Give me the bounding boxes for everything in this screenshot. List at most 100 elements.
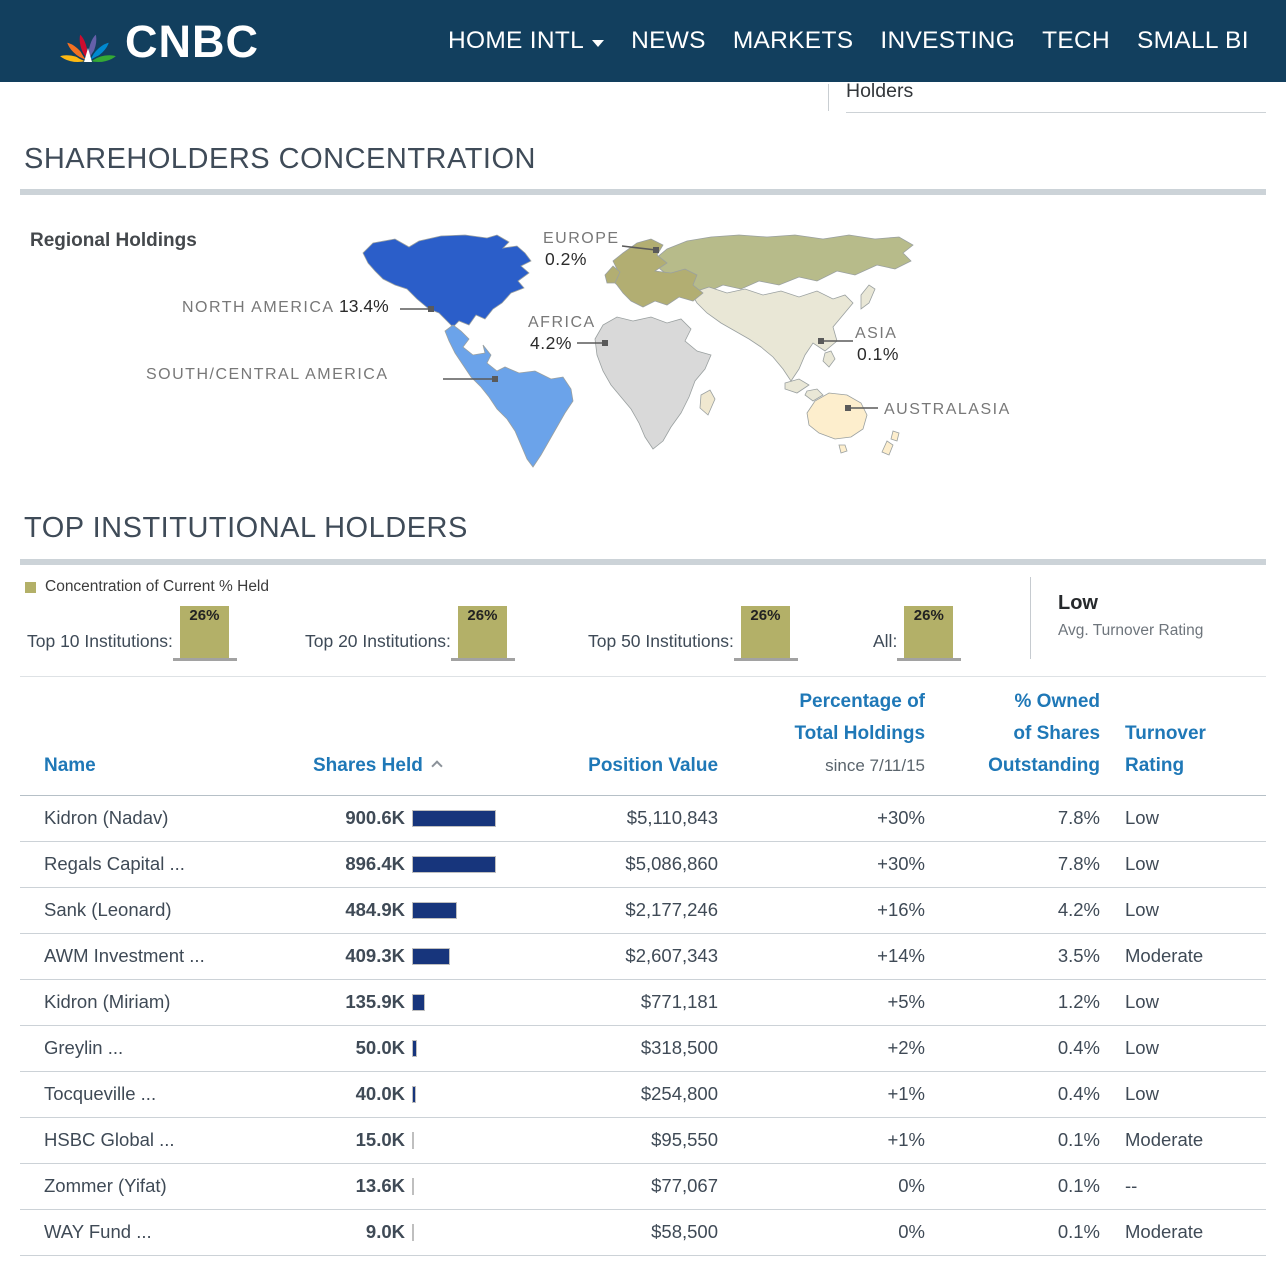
pct-change: +16% [877, 899, 926, 920]
bar-baseline [450, 658, 515, 661]
brand-wordmark: CNBC [125, 15, 259, 67]
table-row: Zommer (Yifat) 13.6K $77,067 0% 0.1% -- [20, 1163, 1267, 1209]
header-shares-held[interactable]: Shares Held [302, 685, 527, 795]
turnover-rating: Low [1125, 853, 1159, 874]
table-row: Sank (Leonard) 484.9K $2,177,246 +16% 4.2% Lo… [20, 887, 1267, 933]
region-label-africa: AFRICA 4.2% [528, 314, 596, 353]
tasmania-shape [838, 444, 848, 454]
header-name[interactable]: Name [44, 755, 96, 777]
madagascar-shape [699, 389, 716, 416]
header-pct-owned[interactable]: % Owned of Shares Outstanding [988, 690, 1101, 777]
africa-shape [594, 316, 712, 450]
shares-held-value: 484.9K [345, 899, 405, 920]
holder-name: AWM Investment ... [44, 945, 205, 966]
shares-held-bar [412, 855, 496, 873]
table-row: WAY Fund ... 9.0K $58,500 0% 0.1% Moderate [20, 1209, 1267, 1255]
nav-item-news[interactable]: NEWS [631, 27, 706, 54]
shares-held-value: 9.0K [365, 1221, 405, 1242]
turnover-rating: Low [1125, 1083, 1159, 1104]
shares-held-value: 15.0K [355, 1129, 405, 1150]
table-row: Kidron (Miriam) 135.9K $771,181 +5% 1.2% Low [20, 979, 1267, 1025]
pct-change: +1% [887, 1129, 926, 1150]
table-header-row: Name Shares Held Position Value Percenta… [20, 685, 1267, 795]
concentration-bar-all: 26% [904, 606, 954, 658]
header-position-value[interactable]: Position Value [588, 755, 719, 777]
turnover-rating: Moderate [1125, 1129, 1204, 1150]
strip-bottom-border [20, 676, 1266, 677]
pct-owned: 0.4% [1057, 1037, 1101, 1058]
concentration-bar-top50: 26% [740, 606, 790, 658]
turnover-rating: -- [1125, 1175, 1138, 1196]
table-row: Kidron (Nadav) 900.6K $5,110,843 +30% 7.8% Lo… [20, 795, 1266, 841]
holder-name: Zommer (Yifat) [44, 1175, 167, 1196]
nav-item-investing[interactable]: INVESTING [880, 27, 1016, 54]
region-label-europe: EUROPE 0.2% [543, 230, 620, 269]
concentration-bar-top10: 26% [179, 606, 229, 658]
concentration-top20: Top 20 Institutions: 26% [305, 600, 515, 661]
section-divider-2 [20, 559, 1266, 565]
pct-change: +2% [887, 1037, 926, 1058]
shares-held-bar [412, 901, 457, 919]
table-row: AWM Investment ... 409.3K $2,607,343 +14% 3.… [20, 933, 1267, 979]
cnbc-logo[interactable]: CNBC [60, 13, 259, 69]
legend-label: Concentration of Current % Held [45, 578, 270, 595]
region-label-asia: ASIA 0.1% [855, 325, 899, 364]
holder-name: WAY Fund ... [44, 1221, 152, 1242]
pct-owned: 3.5% [1057, 945, 1101, 966]
pct-owned: 4.2% [1057, 899, 1101, 920]
shares-held-value: 50.0K [355, 1037, 405, 1058]
header-since-date: since 7/11/15 [825, 756, 926, 776]
pct-owned: 0.1% [1057, 1221, 1101, 1242]
pct-owned: 0.1% [1057, 1129, 1101, 1150]
nav-item-home-intl[interactable]: HOME INTL [448, 27, 605, 55]
holder-name: Sank (Leonard) [44, 899, 172, 920]
bar-baseline [897, 658, 962, 661]
pct-change: +30% [877, 853, 926, 874]
pct-change: 0% [898, 1221, 926, 1242]
position-value: $2,177,246 [625, 899, 719, 920]
pct-change: +30% [877, 807, 926, 828]
holder-name: Tocqueville ... [44, 1083, 157, 1104]
header-turnover-rating[interactable]: Turnover Rating [1125, 722, 1206, 777]
table-row: HSBC Global ... 15.0K $95,550 +1% 0.1% Modera… [20, 1117, 1267, 1163]
concentration-legend: Concentration of Current % Held [25, 578, 269, 596]
pct-owned: 0.4% [1057, 1083, 1101, 1104]
region-label-north-america: NORTH AMERICA 13.4% [182, 296, 389, 316]
holders-table: Name Shares Held Position Value Percenta… [20, 685, 1267, 1256]
table-row: Tocqueville ... 40.0K $254,800 +1% 0.4% Low [20, 1071, 1267, 1117]
regional-holdings-map: Regional Holdings [24, 228, 1264, 480]
bar-baseline [733, 658, 798, 661]
holder-name: Kidron (Miriam) [44, 991, 171, 1012]
new-zealand-shape [881, 440, 894, 456]
table-row: Greylin ... 50.0K $318,500 +2% 0.4% Low [20, 1025, 1267, 1071]
north-america-shape [362, 234, 532, 328]
legend-swatch-icon [25, 581, 36, 593]
position-value: $318,500 [640, 1037, 719, 1058]
concentration-bar-top20: 26% [457, 606, 507, 658]
nav-item-markets[interactable]: MARKETS [732, 27, 854, 54]
map-title: Regional Holdings [30, 230, 197, 251]
turnover-rating: Moderate [1125, 1221, 1204, 1242]
pct-change: 0% [898, 1175, 926, 1196]
shares-held-bar [412, 1177, 414, 1195]
holder-name: Regals Capital ... [44, 853, 185, 874]
nav-item-small-business[interactable]: SMALL BI [1137, 27, 1249, 54]
philippines-shape [822, 350, 836, 368]
nav-item-tech[interactable]: TECH [1042, 27, 1111, 54]
holder-name: Greylin ... [44, 1037, 124, 1058]
shares-held-value: 896.4K [345, 853, 405, 874]
tab-holders[interactable]: Holders [846, 80, 914, 102]
south-central-america-shape [444, 324, 574, 468]
shares-held-bar [412, 809, 496, 827]
shares-held-value: 409.3K [345, 945, 405, 966]
shares-held-value: 13.6K [355, 1175, 405, 1196]
turnover-rating: Moderate [1125, 945, 1204, 966]
bar-baseline [172, 658, 237, 661]
vertical-divider [1030, 577, 1031, 659]
header-pct-total-holdings[interactable]: Percentage of Total Holdings since 7/11/… [794, 690, 926, 776]
turnover-rating: Low [1125, 1037, 1159, 1058]
north-asia-shape [654, 234, 914, 294]
pct-change: +5% [887, 991, 926, 1012]
shares-held-value: 900.6K [345, 807, 405, 828]
section-divider [20, 189, 1266, 195]
